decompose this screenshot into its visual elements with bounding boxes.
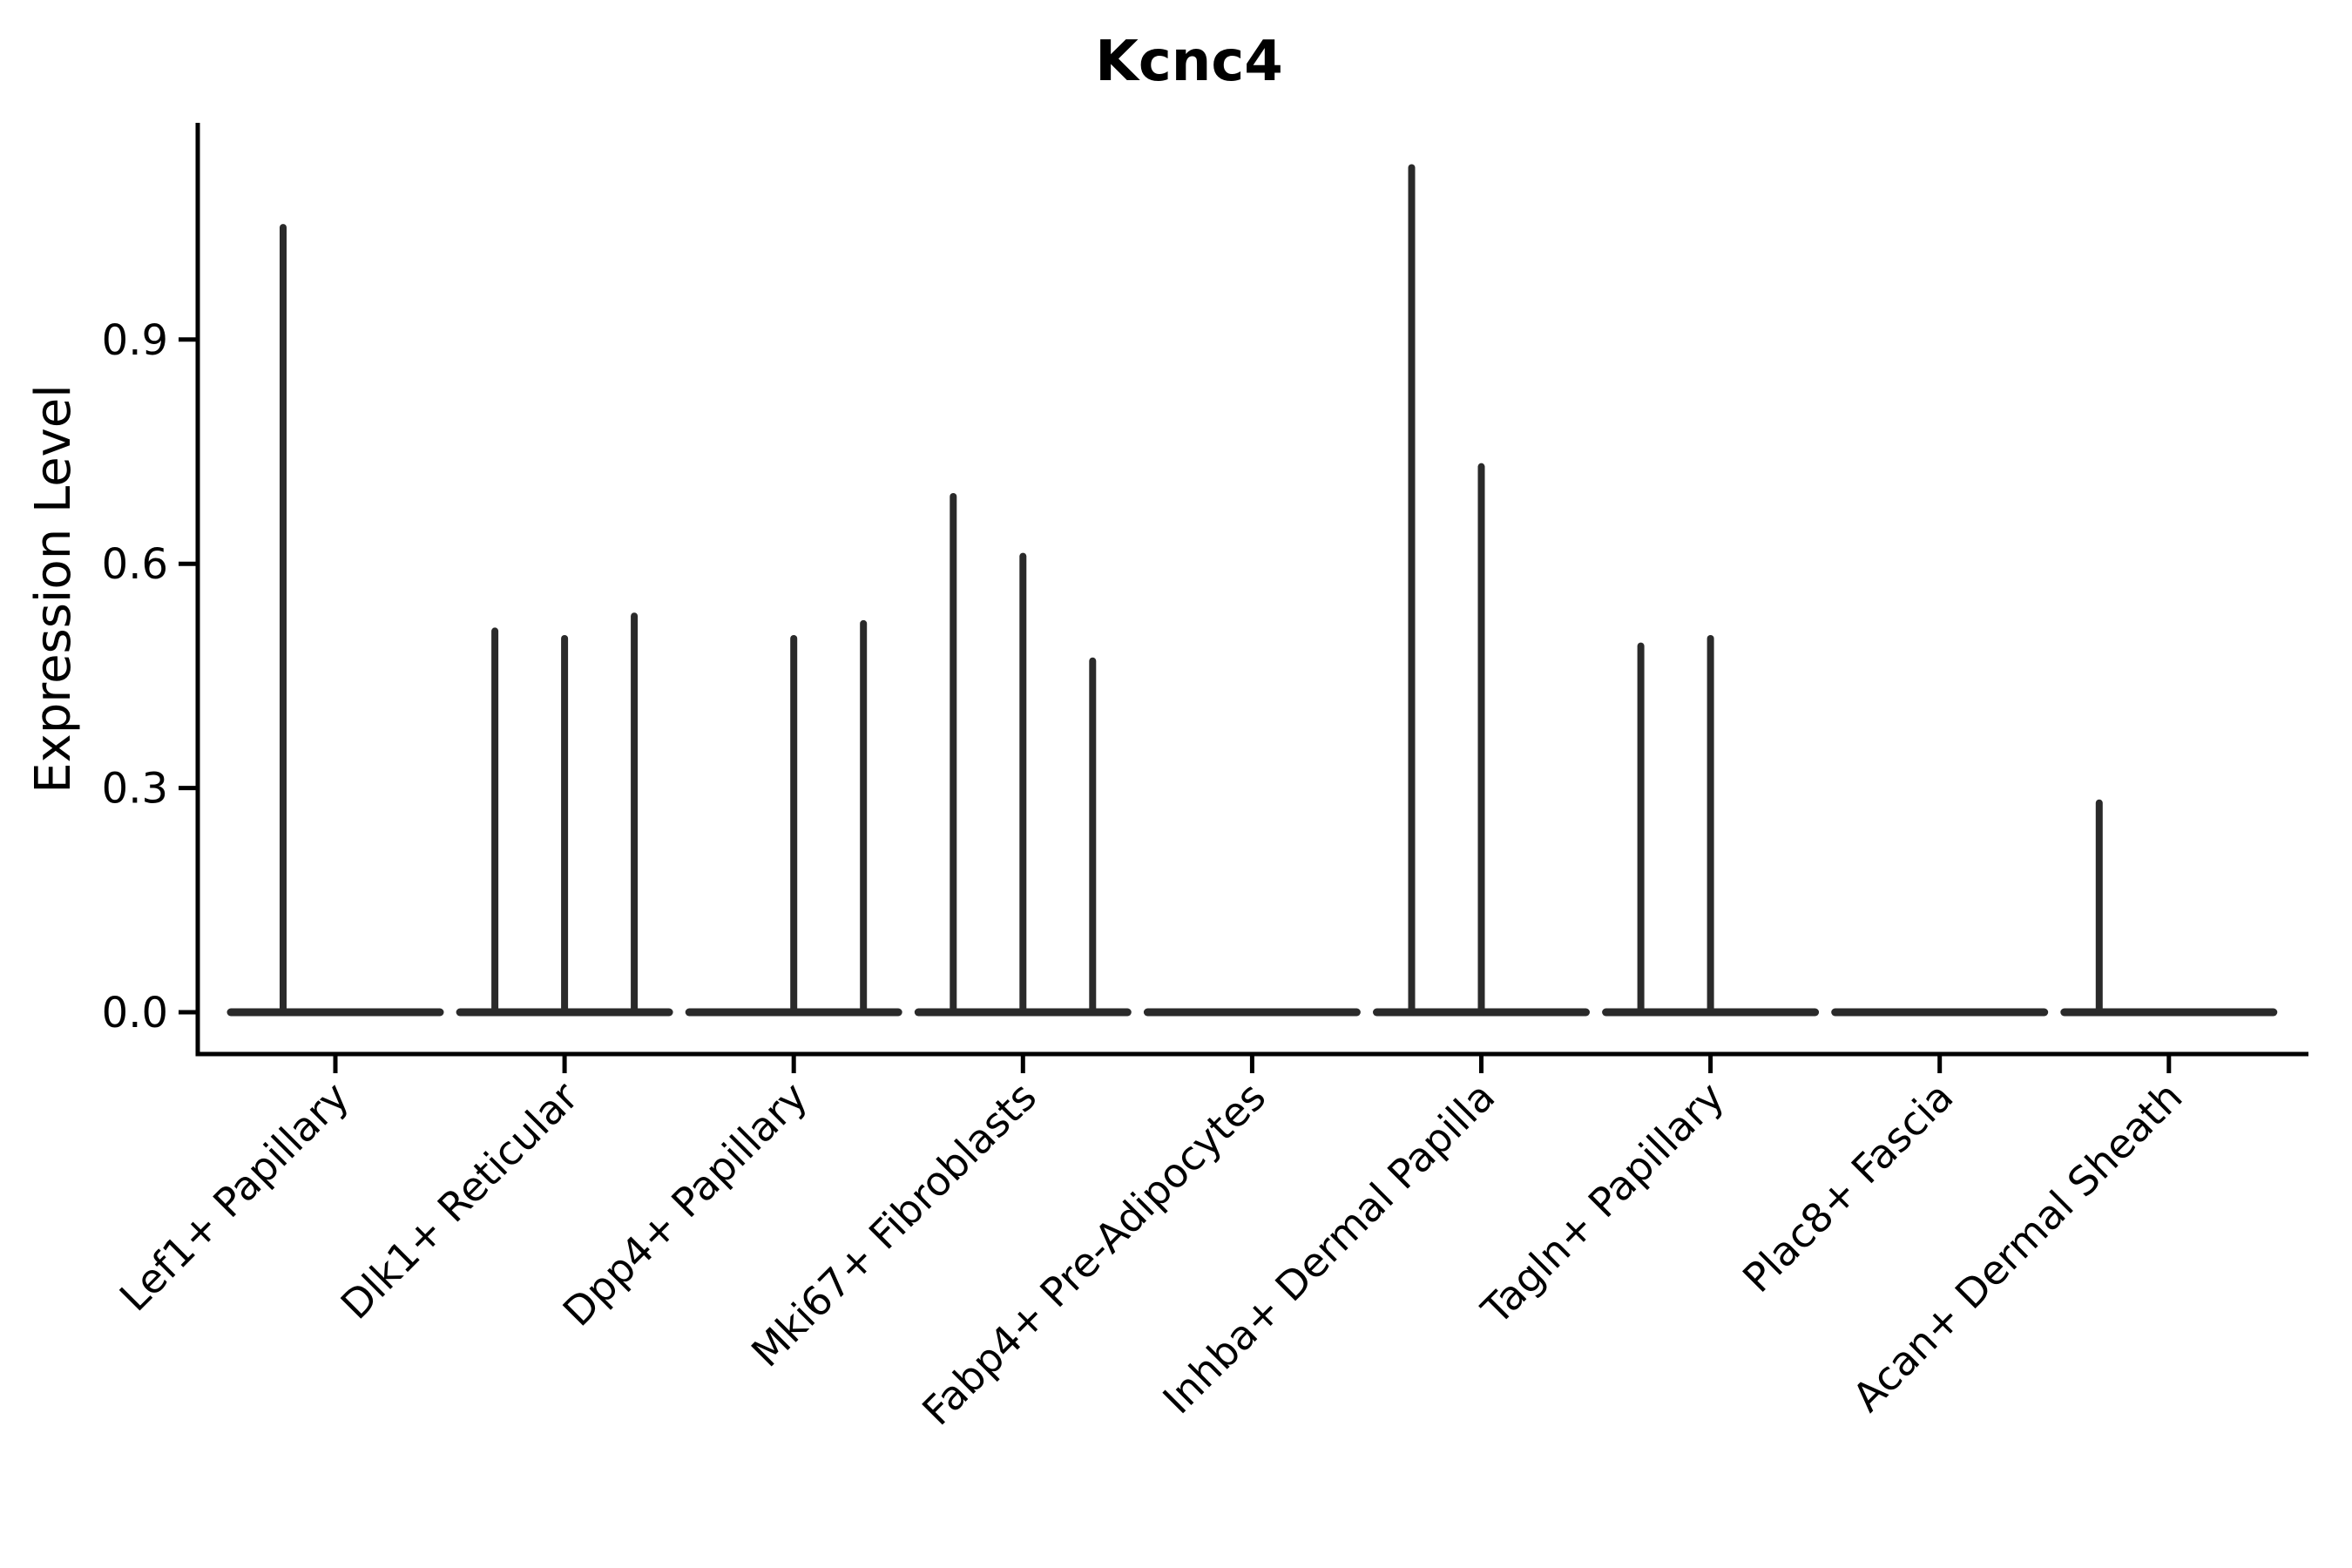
y-axis-label: Expression Level — [25, 384, 82, 794]
x-category-label: Dpp4+ Papillary — [554, 1073, 816, 1335]
y-tick-label: 0.3 — [102, 765, 168, 814]
axes — [195, 123, 2308, 1057]
x-category-label: Lef1+ Papillary — [111, 1073, 358, 1321]
y-tick-label: 0.6 — [102, 540, 168, 589]
x-category-label: Plac8+ Fascia — [1734, 1073, 1962, 1301]
violins — [226, 164, 2278, 1073]
x-category-label: Tagln+ Papillary — [1472, 1073, 1734, 1335]
y-tick-label: 0.9 — [102, 316, 168, 365]
y-tick-label: 0.0 — [102, 989, 168, 1037]
x-category-label: Dlk1+ Reticular — [332, 1073, 587, 1328]
y-ticks: 0.0 0.3 0.6 0.9 — [102, 316, 198, 1037]
chart-title: Kcnc4 — [1095, 30, 1283, 94]
